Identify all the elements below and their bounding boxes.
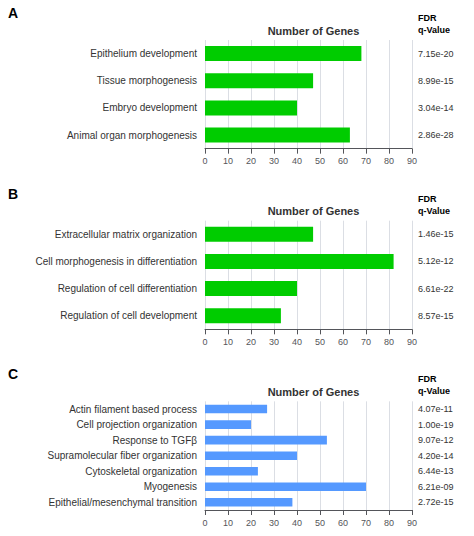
svg-text:30: 30 [269,337,279,347]
svg-text:30: 30 [269,518,279,528]
svg-text:70: 70 [361,156,371,166]
svg-text:9.07e-12: 9.07e-12 [418,435,454,445]
svg-text:90: 90 [407,156,417,166]
svg-text:Cell projection organization: Cell projection organization [76,419,197,430]
svg-text:8.99e-15: 8.99e-15 [418,76,454,86]
svg-text:70: 70 [361,337,371,347]
svg-text:10: 10 [223,337,233,347]
svg-text:3.04e-14: 3.04e-14 [418,103,454,113]
svg-text:Supramolecular fiber organizat: Supramolecular fiber organization [47,450,197,461]
svg-text:Myogenesis: Myogenesis [144,481,197,492]
svg-text:40: 40 [292,518,302,528]
svg-text:FDR: FDR [418,374,437,384]
svg-text:90: 90 [407,337,417,347]
svg-text:90: 90 [407,518,417,528]
svg-text:40: 40 [292,337,302,347]
svg-text:Epithelium development: Epithelium development [90,48,197,59]
svg-text:60: 60 [338,518,348,528]
svg-text:Epithelial/mesenchymal transit: Epithelial/mesenchymal transition [49,497,197,508]
svg-text:6.44e-13: 6.44e-13 [418,466,454,476]
svg-text:Regulation of cell differentia: Regulation of cell differentiation [58,283,197,294]
svg-text:FDR: FDR [418,13,437,23]
svg-text:B: B [8,186,18,202]
svg-text:A: A [8,5,18,21]
svg-text:4.07e-11: 4.07e-11 [418,404,453,414]
svg-text:5.12e-12: 5.12e-12 [418,256,454,266]
svg-text:Tissue morphogenesis: Tissue morphogenesis [97,75,197,86]
svg-text:20: 20 [246,337,256,347]
svg-text:20: 20 [246,156,256,166]
svg-text:10: 10 [223,156,233,166]
svg-text:Cytoskeletal organization: Cytoskeletal organization [85,466,197,477]
svg-text:80: 80 [384,156,394,166]
svg-text:0: 0 [202,518,207,528]
svg-text:40: 40 [292,156,302,166]
svg-text:80: 80 [384,337,394,347]
svg-text:Cell morphogenesis in differen: Cell morphogenesis in differentiation [35,256,197,267]
svg-text:6.21e-09: 6.21e-09 [418,482,454,492]
svg-text:Embryo development: Embryo development [103,102,198,113]
svg-text:60: 60 [338,156,348,166]
svg-text:0: 0 [202,156,207,166]
svg-text:q-Value: q-Value [418,206,450,216]
svg-text:60: 60 [338,337,348,347]
svg-text:0: 0 [202,337,207,347]
svg-text:50: 50 [315,156,325,166]
svg-text:80: 80 [384,518,394,528]
svg-text:q-Value: q-Value [418,25,450,35]
svg-text:4.20e-14: 4.20e-14 [418,451,454,461]
svg-text:Actin filament based process: Actin filament based process [69,404,197,415]
svg-text:Regulation of cell development: Regulation of cell development [60,310,197,321]
svg-text:Response to TGFβ: Response to TGFβ [113,435,198,446]
svg-text:Number of Genes: Number of Genes [268,386,360,398]
svg-text:FDR: FDR [418,194,437,204]
svg-text:2.86e-28: 2.86e-28 [418,130,454,140]
svg-text:q-Value: q-Value [418,386,450,396]
svg-text:30: 30 [269,156,279,166]
svg-text:8.57e-15: 8.57e-15 [418,311,454,321]
svg-text:20: 20 [246,518,256,528]
svg-text:70: 70 [361,518,371,528]
svg-text:50: 50 [315,518,325,528]
svg-text:10: 10 [223,518,233,528]
svg-text:C: C [8,366,18,382]
svg-text:Extracellular matrix organizat: Extracellular matrix organization [55,229,197,240]
svg-text:1.46e-15: 1.46e-15 [418,229,454,239]
svg-text:Number of Genes: Number of Genes [268,205,360,217]
svg-text:Animal organ morphogenesis: Animal organ morphogenesis [67,130,197,141]
svg-text:7.15e-20: 7.15e-20 [418,49,454,59]
svg-text:50: 50 [315,337,325,347]
svg-text:1.00e-19: 1.00e-19 [418,420,454,430]
svg-text:2.72e-15: 2.72e-15 [418,497,454,507]
svg-text:Number of Genes: Number of Genes [268,25,360,37]
svg-text:6.61e-22: 6.61e-22 [418,284,454,294]
